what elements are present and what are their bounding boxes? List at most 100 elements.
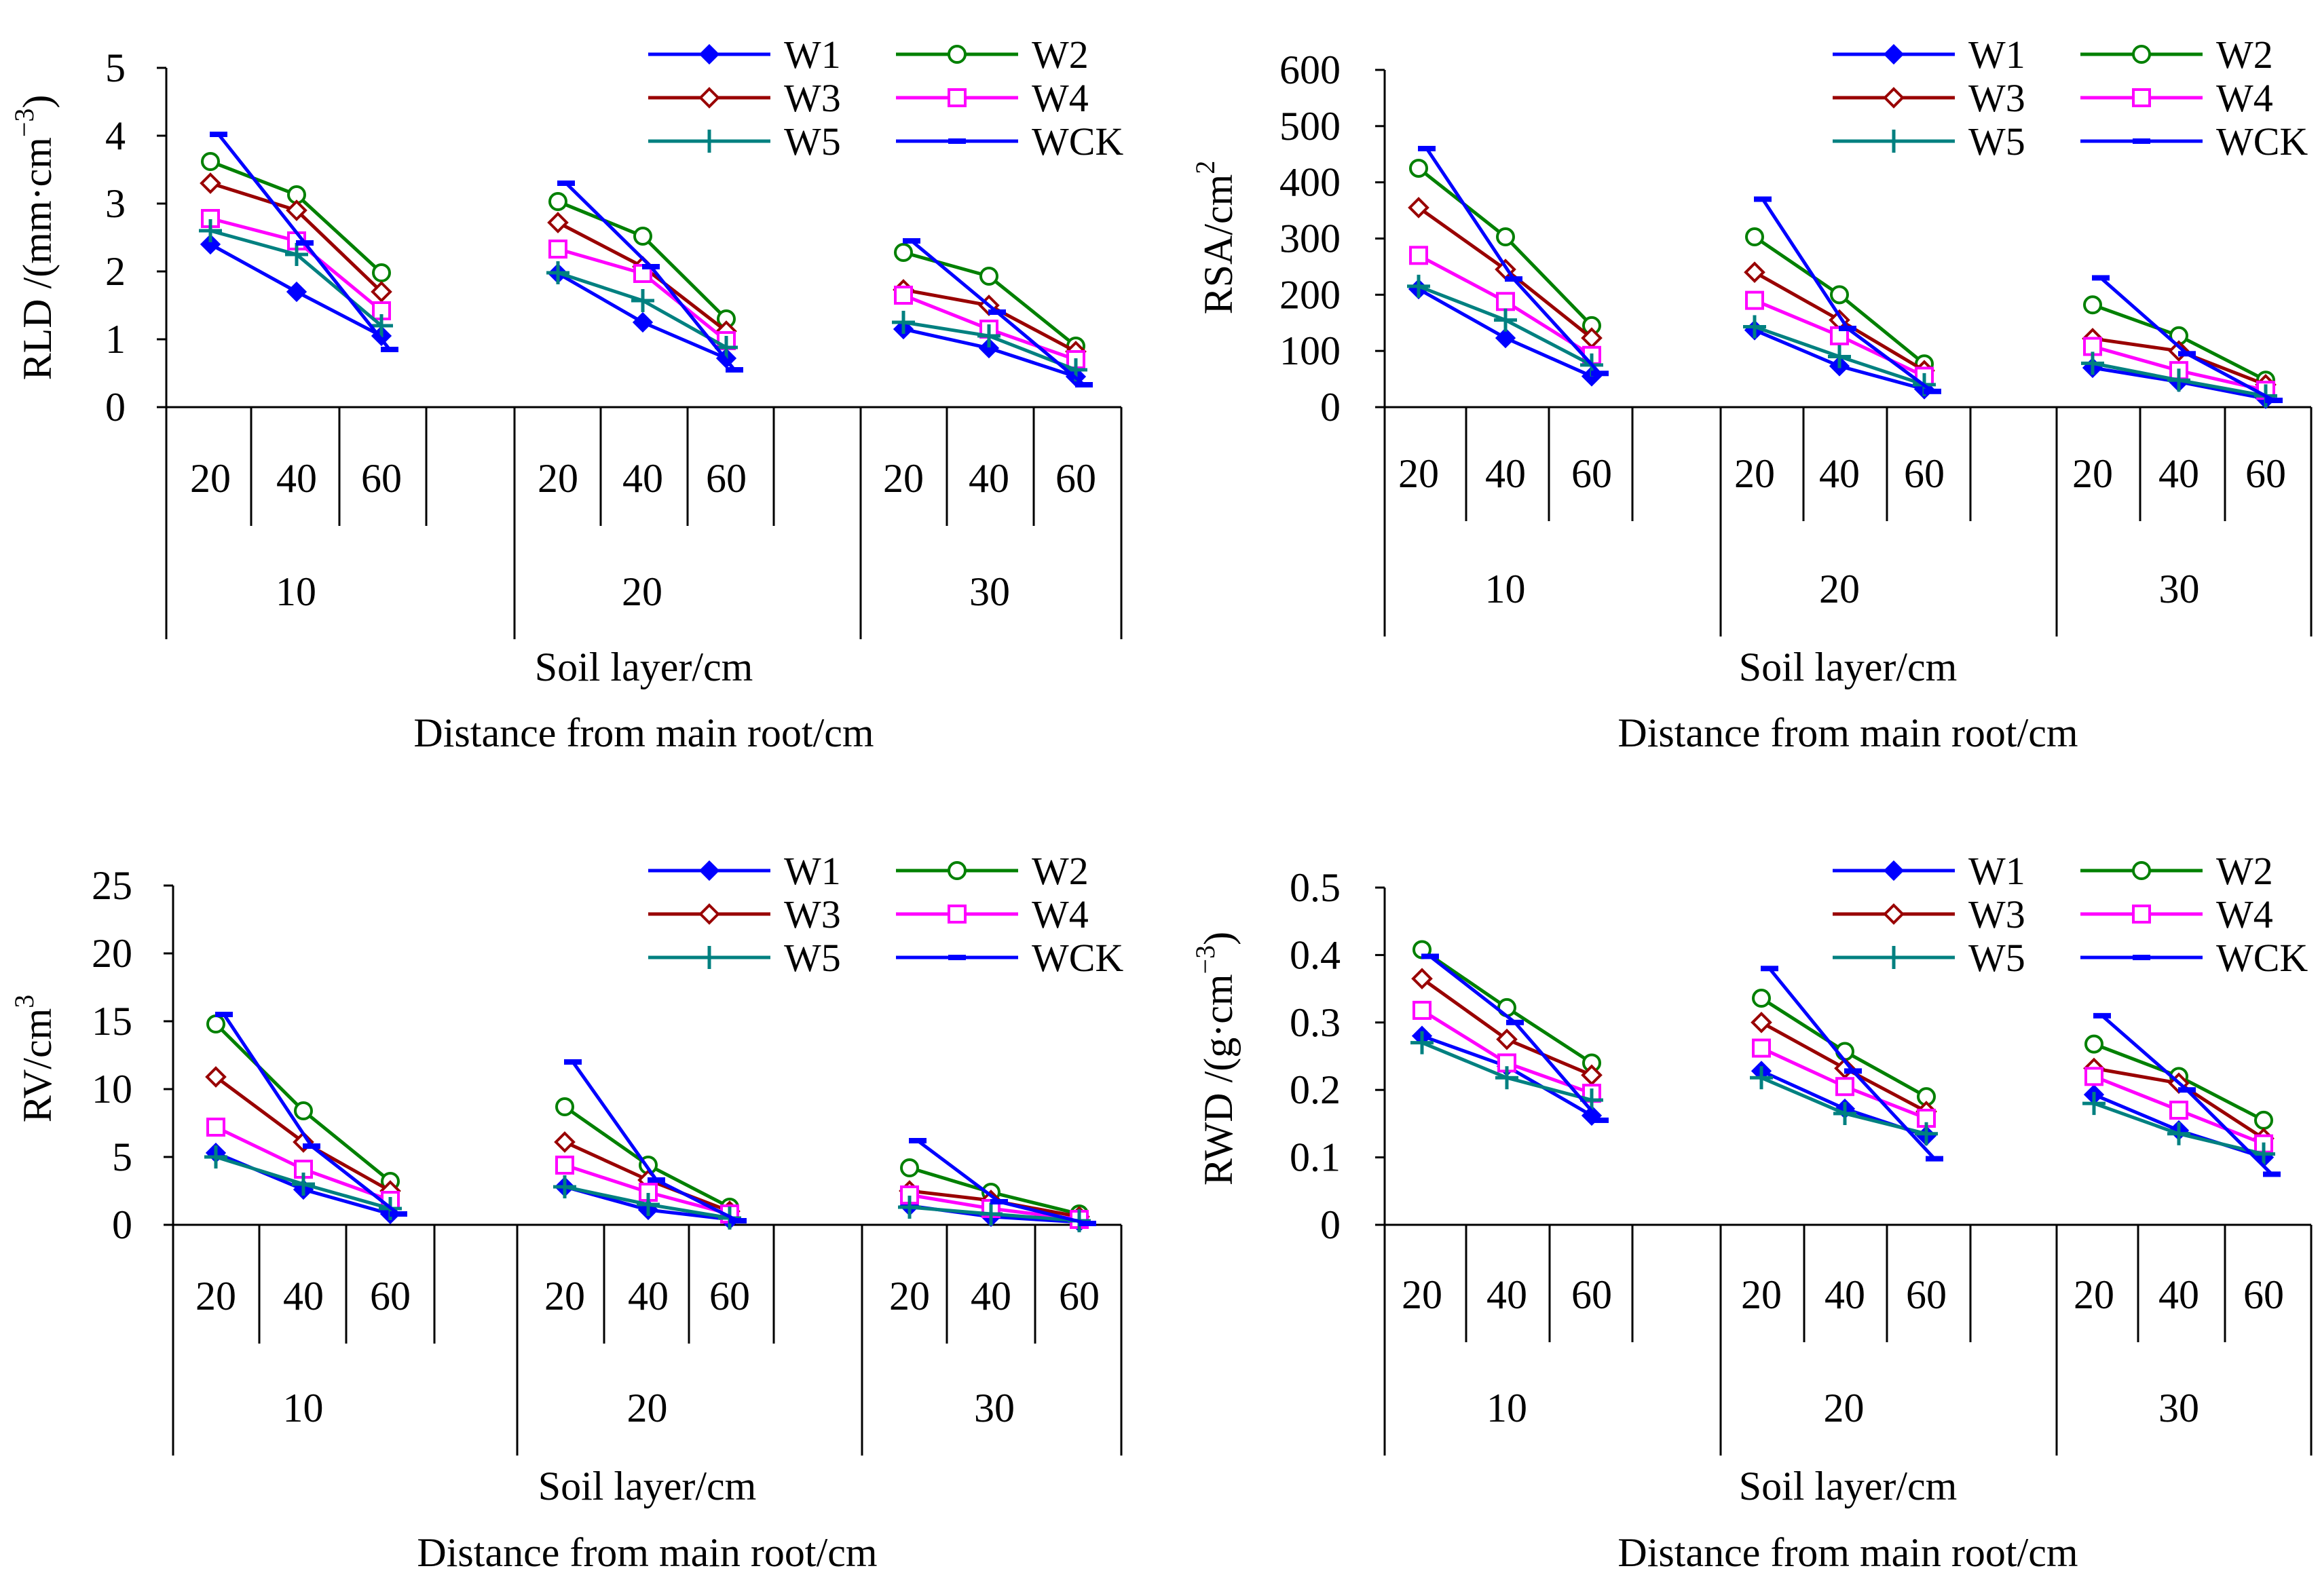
data-point: [2252, 1142, 2275, 1166]
data-point: [370, 314, 393, 337]
soil-layer-label: 40: [276, 456, 317, 501]
series-w5: [204, 1145, 1091, 1232]
y-tick-label: 2: [105, 249, 126, 294]
data-point: [1745, 290, 1764, 310]
data-point: [898, 1196, 921, 1219]
data-point: [979, 1202, 1003, 1226]
soil-layer-label: 40: [283, 1274, 324, 1318]
data-point: [1839, 326, 1856, 332]
data-point: [977, 324, 1000, 347]
legend-label: W2: [2216, 849, 2273, 893]
data-point: [1915, 1122, 1938, 1145]
data-point: [1591, 1117, 1609, 1123]
data-point: [900, 1158, 919, 1177]
data-point: [286, 200, 307, 221]
data-point: [2083, 295, 2102, 315]
data-point: [892, 311, 915, 334]
soil-layer-label: 20: [1741, 1272, 1782, 1317]
distance-label: 10: [1485, 567, 1526, 611]
soil-layer-label: 20: [2072, 451, 2113, 496]
y-tick-label: 4: [105, 113, 126, 158]
data-point: [200, 172, 221, 194]
soil-layer-label: 60: [2245, 451, 2286, 496]
soil-layer-label: 60: [1055, 456, 1096, 501]
data-point: [1750, 1066, 1773, 1090]
y-tick-label: 25: [92, 863, 132, 908]
legend-marker: [1882, 946, 1905, 969]
data-point: [215, 1012, 233, 1017]
data-point: [1075, 382, 1093, 387]
data-point: [2178, 1087, 2196, 1093]
data-point: [2167, 1122, 2190, 1145]
y-tick-label: 0.2: [1290, 1067, 1341, 1112]
data-point: [1926, 1156, 1943, 1162]
data-point: [204, 1145, 227, 1168]
legend-label: W4: [2216, 892, 2273, 936]
legend-marker: [948, 905, 967, 924]
data-point: [1591, 370, 1609, 377]
legend-marker: [698, 903, 720, 925]
data-point: [205, 1066, 227, 1088]
data-point: [1496, 227, 1515, 247]
legend: W1 W2 W3 W4 W5 WCK: [1833, 33, 2308, 164]
legend-marker: [2132, 905, 2151, 924]
data-point: [1924, 388, 1941, 394]
data-point: [2167, 368, 2190, 392]
data-point: [642, 264, 660, 269]
y-axis-title-sup: 2: [1190, 161, 1220, 174]
soil-layer-label: 40: [969, 456, 1009, 501]
y-tick-label: 0: [112, 1202, 132, 1247]
y-tick-label: 1: [105, 317, 126, 362]
data-point: [1751, 1011, 1772, 1033]
y-tick-label: 5: [112, 1135, 132, 1179]
x-axis-title-distance: Distance from main root/cm: [413, 710, 874, 755]
series-w2: [201, 152, 1085, 356]
data-point: [1411, 968, 1433, 990]
series-w4: [1412, 1000, 2273, 1154]
soil-layer-label: 20: [544, 1274, 585, 1318]
y-tick-label: 10: [92, 1067, 132, 1112]
soil-layer-label: 20: [2074, 1272, 2114, 1317]
soil-layer-label: 40: [971, 1274, 1011, 1318]
y-tick-label: 0.1: [1290, 1135, 1341, 1180]
data-point: [206, 1014, 225, 1033]
distance-label: 30: [969, 569, 1010, 614]
data-point: [294, 1101, 313, 1120]
soil-layer-label: 60: [1571, 1272, 1612, 1317]
x-axis-title-distance: Distance from main root/cm: [1617, 710, 2078, 755]
data-point: [1409, 246, 1428, 265]
data-point: [1835, 1077, 1854, 1097]
y-tick-label: 0.3: [1290, 1000, 1341, 1045]
y-tick-label: 300: [1279, 216, 1341, 261]
legend-marker: [2132, 861, 2151, 880]
legend-label: WCK: [2216, 936, 2308, 980]
data-point: [894, 243, 913, 262]
data-point: [1412, 1000, 1432, 1020]
legend: W1 W2 W3 W4 W5 WCK: [648, 33, 1123, 164]
data-point: [201, 209, 220, 228]
data-point: [1761, 966, 1778, 972]
soil-layer-label: 60: [361, 456, 402, 501]
legend-marker: [948, 138, 966, 144]
chart-rwd: 0 0.1 0.2 0.3 0.4 0.5 RWD /(g·cm−3) 20 40 60 10 20 4…: [1190, 849, 2313, 1575]
y-axis-title-sup: −3: [9, 109, 39, 138]
data-point: [1828, 345, 1851, 368]
data-point: [372, 263, 391, 282]
data-point: [979, 267, 998, 286]
legend-label: W1: [784, 33, 841, 77]
soil-layer-label: 20: [190, 456, 231, 501]
data-point: [1408, 197, 1429, 218]
data-point: [1506, 1019, 1524, 1025]
data-point: [1495, 1066, 1518, 1090]
data-point: [1833, 1101, 1856, 1125]
distance-label: 30: [2159, 567, 2200, 611]
data-point: [729, 1218, 747, 1223]
soil-layer-label: 20: [1734, 451, 1775, 496]
y-tick-label: 0: [1320, 385, 1341, 430]
y-axis-title: RSA/cm2: [1190, 161, 1241, 315]
data-point: [2178, 351, 2196, 357]
distance-label: 10: [283, 1386, 324, 1430]
distance-label: 20: [1824, 1386, 1865, 1430]
data-point: [715, 336, 738, 359]
legend-marker: [698, 860, 720, 881]
